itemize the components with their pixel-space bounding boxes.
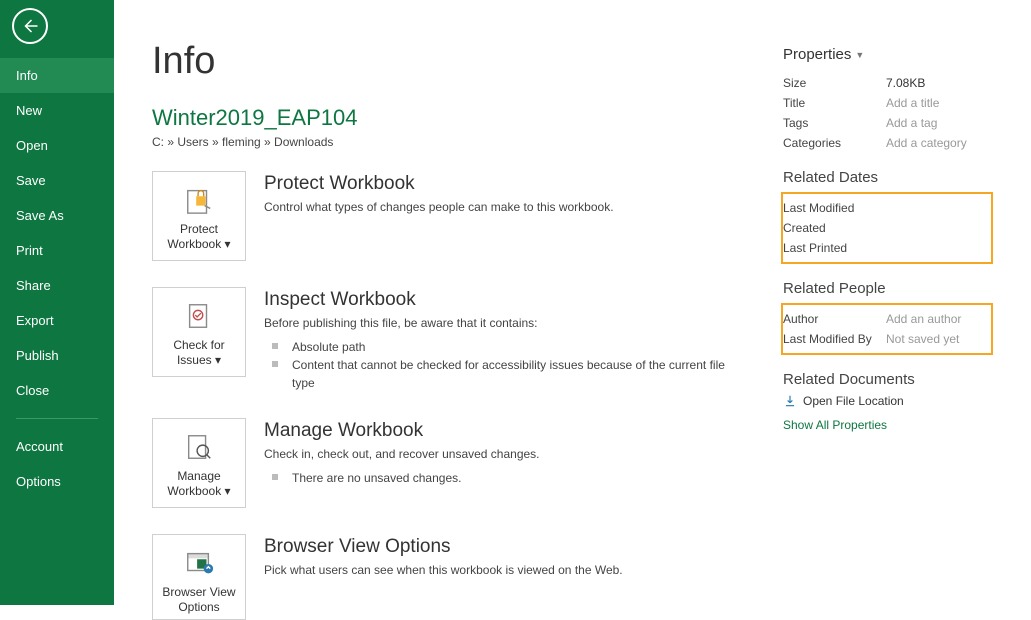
list-item: Absolute path [272, 338, 739, 356]
nav-item-publish[interactable]: Publish [0, 338, 114, 373]
nav-item-open[interactable]: Open [0, 128, 114, 163]
browser-desc: Pick what users can see when this workbo… [264, 562, 739, 579]
property-row: Last Modified [783, 198, 989, 218]
property-row: CategoriesAdd a category [783, 133, 993, 153]
properties-dropdown[interactable]: Properties ▼ [783, 46, 993, 63]
section-manage: Manage Workbook ▾ Manage Workbook Check … [152, 418, 739, 508]
manage-desc: Check in, check out, and recover unsaved… [264, 446, 739, 463]
list-item: Content that cannot be checked for acces… [272, 356, 739, 392]
lock-icon [159, 182, 239, 218]
property-row: Created [783, 218, 989, 238]
chevron-down-icon: ▾ [221, 237, 230, 251]
property-value[interactable]: Not saved yet [886, 332, 959, 346]
nav-item-save[interactable]: Save [0, 163, 114, 198]
property-label: Author [783, 312, 886, 326]
nav-item-share[interactable]: Share [0, 268, 114, 303]
back-button[interactable] [12, 8, 48, 44]
open-file-location-link[interactable]: Open File Location [783, 394, 993, 408]
related-documents-title: Related Documents [783, 371, 993, 388]
list-item: There are no unsaved changes. [272, 469, 739, 487]
property-label: Created [783, 221, 886, 235]
page-title: Info [152, 40, 739, 83]
protect-workbook-button[interactable]: Protect Workbook ▾ [152, 171, 246, 261]
property-row: Last Modified ByNot saved yet [783, 329, 989, 349]
property-row: AuthorAdd an author [783, 309, 989, 329]
chevron-down-icon: ▾ [221, 484, 230, 498]
nav-separator [16, 418, 98, 419]
browser-icon [159, 545, 239, 581]
section-inspect: Check for Issues ▾ Inspect Workbook Befo… [152, 287, 739, 392]
related-people-highlight: AuthorAdd an authorLast Modified ByNot s… [781, 303, 993, 355]
inspect-bullets: Absolute pathContent that cannot be chec… [272, 338, 739, 392]
property-value: 7.08KB [886, 76, 925, 90]
nav-item-account[interactable]: Account [0, 429, 114, 464]
property-label: Title [783, 96, 886, 110]
chevron-down-icon: ▼ [855, 50, 864, 60]
property-label: Size [783, 76, 886, 90]
property-label: Last Modified [783, 201, 886, 215]
show-all-properties-link[interactable]: Show All Properties [783, 418, 993, 432]
property-value[interactable]: Add a title [886, 96, 939, 110]
document-name: Winter2019_EAP104 [152, 105, 739, 131]
property-row: TitleAdd a title [783, 93, 993, 113]
property-label: Last Printed [783, 241, 886, 255]
properties-pane: Properties ▼ Size7.08KBTitleAdd a titleT… [783, 40, 993, 585]
document-path: C: » Users » fleming » Downloads [152, 135, 739, 149]
browser-view-options-button[interactable]: Browser View Options [152, 534, 246, 620]
protect-desc: Control what types of changes people can… [264, 199, 739, 216]
inspect-desc: Before publishing this file, be aware th… [264, 315, 739, 332]
nav-item-new[interactable]: New [0, 93, 114, 128]
protect-title: Protect Workbook [264, 173, 739, 195]
related-people-title: Related People [783, 280, 993, 297]
browser-title: Browser View Options [264, 536, 739, 558]
chevron-down-icon: ▾ [212, 353, 221, 367]
nav-item-options[interactable]: Options [0, 464, 114, 499]
property-row: Size7.08KB [783, 73, 993, 93]
property-value[interactable]: Add an author [886, 312, 961, 326]
manage-title: Manage Workbook [264, 420, 739, 442]
nav-item-info[interactable]: Info [0, 58, 114, 93]
property-label: Tags [783, 116, 886, 130]
property-value[interactable]: Add a category [886, 136, 967, 150]
property-value[interactable]: Add a tag [886, 116, 937, 130]
inspect-icon [159, 298, 239, 334]
nav-item-print[interactable]: Print [0, 233, 114, 268]
info-content: Info Winter2019_EAP104 C: » Users » flem… [152, 40, 739, 585]
manage-workbook-button[interactable]: Manage Workbook ▾ [152, 418, 246, 508]
property-label: Categories [783, 136, 886, 150]
arrow-down-icon [783, 394, 797, 408]
property-row: TagsAdd a tag [783, 113, 993, 133]
property-label: Last Modified By [783, 332, 886, 346]
property-row: Last Printed [783, 238, 989, 258]
backstage-sidebar: InfoNewOpenSaveSave AsPrintShareExportPu… [0, 0, 114, 605]
nav-item-export[interactable]: Export [0, 303, 114, 338]
related-dates-highlight: Last Modified Created Last Printed [781, 192, 993, 264]
manage-icon [159, 429, 239, 465]
section-browser: Browser View Options Browser View Option… [152, 534, 739, 620]
main-panel: Winter2019_EAP104.csv - Excel Info Winte… [114, 0, 1031, 605]
arrow-left-icon [21, 17, 39, 35]
manage-bullets: There are no unsaved changes. [272, 469, 739, 487]
section-protect: Protect Workbook ▾ Protect Workbook Cont… [152, 171, 739, 261]
nav-item-save-as[interactable]: Save As [0, 198, 114, 233]
check-for-issues-button[interactable]: Check for Issues ▾ [152, 287, 246, 377]
inspect-title: Inspect Workbook [264, 289, 739, 311]
nav-item-close[interactable]: Close [0, 373, 114, 408]
related-dates-title: Related Dates [783, 169, 993, 186]
